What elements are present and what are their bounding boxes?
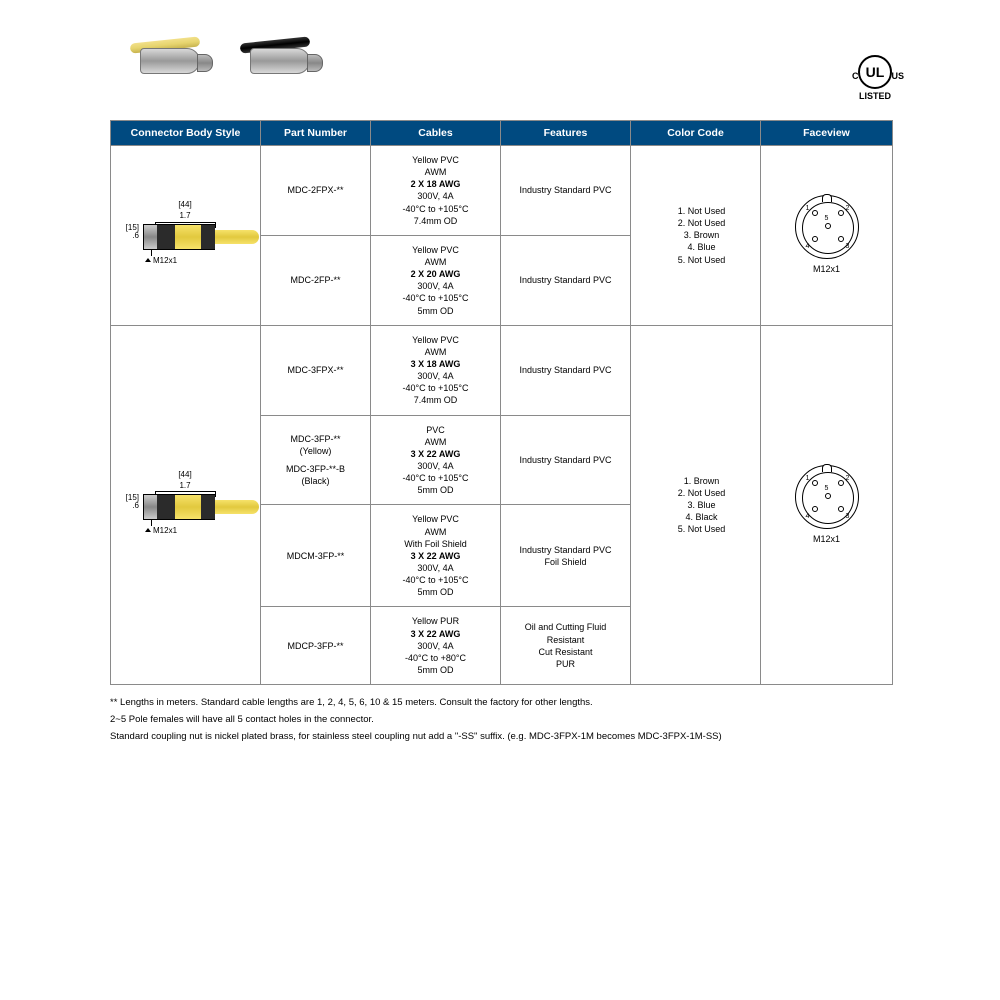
thread-label: M12x1: [153, 256, 177, 265]
faceview-pin: [812, 236, 818, 242]
faceview-cell: 1 2 3 4 5 M12x1: [761, 146, 893, 326]
spec-table: Connector Body Style Part Number Cables …: [110, 120, 893, 685]
faceview-diagram: 1 2 3 4 5: [795, 465, 859, 529]
cables-cell: Yellow PVC AWM 3 X 18 AWG 300V, 4A -40°C…: [371, 325, 501, 415]
dim-left-value: .6: [132, 231, 139, 240]
col-features: Features: [501, 121, 631, 146]
features-cell: Industry Standard PVC: [501, 235, 631, 325]
part-number-cell: MDC-2FP-**: [261, 235, 371, 325]
dim-top-value: 1.7: [179, 211, 190, 220]
footnote-lengths: ** Lengths in meters. Standard cable len…: [110, 695, 892, 710]
table-header-row: Connector Body Style Part Number Cables …: [111, 121, 893, 146]
faceview-pin: [838, 506, 844, 512]
features-cell: Industry Standard PVC Foil Shield: [501, 505, 631, 607]
part-number-cell: MDC-3FP-** (Yellow) MDC-3FP-**-B (Black): [261, 415, 371, 505]
features-cell: Industry Standard PVC: [501, 325, 631, 415]
table-row: [44] 1.7 [15] .6 M12x1: [111, 325, 893, 415]
faceview-pin-label: 5: [825, 214, 829, 223]
part-number-cell: MDCM-3FP-**: [261, 505, 371, 607]
footnote-poles: 2~5 Pole females will have all 5 contact…: [110, 712, 892, 727]
connector-body-cell: [44] 1.7 [15] .6 M12x1: [111, 146, 261, 326]
faceview-pin-label: 2: [846, 204, 850, 213]
faceview-pin-label: 5: [825, 484, 829, 493]
footnote-coupling: Standard coupling nut is nickel plated b…: [110, 729, 892, 744]
color-code-cell: 1. Brown 2. Not Used 3. Blue 4. Black 5.…: [631, 325, 761, 684]
faceview-pin-label: 1: [806, 474, 810, 483]
connector-drawing: [44] 1.7 [15] .6 M12x1: [117, 470, 257, 540]
table-row: [44] 1.7 [15] .6 M12x1: [111, 146, 893, 236]
faceview-label: M12x1: [790, 533, 864, 545]
ul-us: US: [891, 71, 904, 81]
faceview-pin: [825, 493, 831, 499]
cables-cell: Yellow PVC AWM With Foil Shield 3 X 22 A…: [371, 505, 501, 607]
faceview-pin-label: 3: [846, 512, 850, 521]
dim-top-bracket: [44]: [178, 200, 191, 209]
faceview-pin: [838, 210, 844, 216]
faceview-pin: [812, 506, 818, 512]
connector-drawing: [44] 1.7 [15] .6 M12x1: [117, 200, 257, 270]
cables-cell: Yellow PUR 3 X 22 AWG 300V, 4A -40°C to …: [371, 607, 501, 685]
datasheet-page: C UL US LISTED Connector Body Style Part…: [110, 40, 892, 747]
features-cell: Industry Standard PVC: [501, 415, 631, 505]
features-cell: Oil and Cutting Fluid Resistant Cut Resi…: [501, 607, 631, 685]
part-number-cell: MDCP-3FP-**: [261, 607, 371, 685]
part-number-cell: MDC-3FPX-**: [261, 325, 371, 415]
faceview-pin-label: 1: [806, 204, 810, 213]
ul-listed-badge: C UL US LISTED: [858, 55, 892, 101]
faceview-pin: [812, 210, 818, 216]
faceview-pin: [838, 480, 844, 486]
cables-cell: Yellow PVC AWM 2 X 18 AWG 300V, 4A -40°C…: [371, 146, 501, 236]
col-part-number: Part Number: [261, 121, 371, 146]
col-cables: Cables: [371, 121, 501, 146]
faceview-pin: [838, 236, 844, 242]
color-code-cell: 1. Not Used 2. Not Used 3. Brown 4. Blue…: [631, 146, 761, 326]
faceview-pin-label: 2: [846, 474, 850, 483]
footnotes: ** Lengths in meters. Standard cable len…: [110, 695, 892, 745]
cable-photo-black: [250, 40, 310, 74]
part-number-cell: MDC-2FPX-**: [261, 146, 371, 236]
col-faceview: Faceview: [761, 121, 893, 146]
cable-photo-yellow: [140, 40, 200, 74]
faceview-diagram: 1 2 3 4 5: [795, 195, 859, 259]
connector-body-cell: [44] 1.7 [15] .6 M12x1: [111, 325, 261, 684]
product-photos: C UL US LISTED: [110, 40, 892, 120]
features-cell: Industry Standard PVC: [501, 146, 631, 236]
cables-cell: Yellow PVC AWM 2 X 20 AWG 300V, 4A -40°C…: [371, 235, 501, 325]
faceview-pin-label: 3: [846, 242, 850, 251]
faceview-pin: [812, 480, 818, 486]
faceview-pin-label: 4: [806, 242, 810, 251]
faceview-pin-label: 4: [806, 512, 810, 521]
ul-listed-label: LISTED: [858, 91, 892, 101]
ul-mark: UL: [866, 64, 885, 80]
cables-cell: PVC AWM 3 X 22 AWG 300V, 4A -40°C to +10…: [371, 415, 501, 505]
col-body-style: Connector Body Style: [111, 121, 261, 146]
ul-c: C: [852, 71, 859, 81]
faceview-pin: [825, 223, 831, 229]
faceview-label: M12x1: [790, 263, 864, 275]
col-color-code: Color Code: [631, 121, 761, 146]
faceview-cell: 1 2 3 4 5 M12x1: [761, 325, 893, 684]
